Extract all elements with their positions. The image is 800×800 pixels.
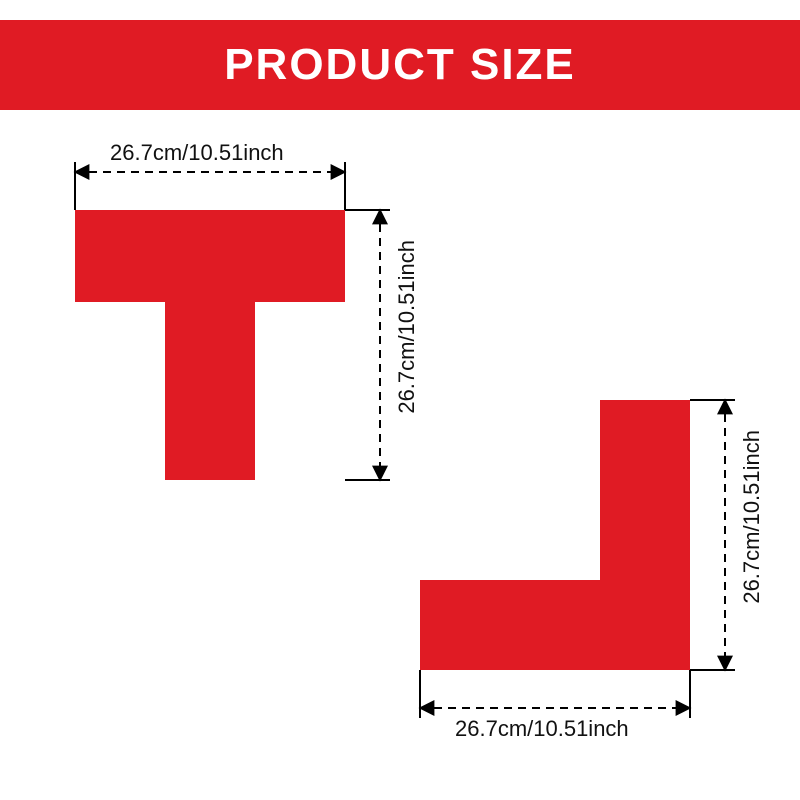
t-shape	[75, 210, 345, 480]
l-width-label: 26.7cm/10.51inch	[455, 716, 629, 742]
t-width-label: 26.7cm/10.51inch	[110, 140, 284, 166]
l-shape	[420, 400, 690, 670]
t-height-label: 26.7cm/10.51inch	[394, 240, 420, 414]
l-height-label: 26.7cm/10.51inch	[739, 430, 765, 604]
